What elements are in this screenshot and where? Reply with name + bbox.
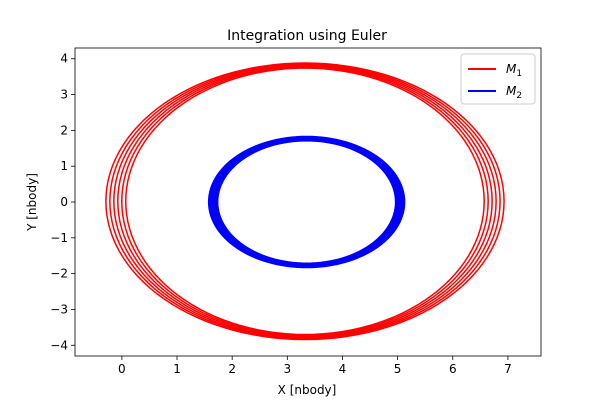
x-tick-label: 0 [118, 362, 126, 376]
y-tick-label: 2 [60, 123, 68, 137]
legend-label-1: M1 [506, 62, 522, 79]
x-tick-label: 4 [339, 362, 347, 376]
x-tick-label: 2 [228, 362, 236, 376]
x-axis-ticks: 0 1 2 3 4 5 6 7 [118, 356, 512, 376]
series-2-orbit-loop [207, 135, 406, 269]
y-tick-label: −1 [50, 231, 68, 245]
x-tick-label: 3 [283, 362, 291, 376]
series-layer [105, 62, 505, 341]
y-tick-label: −4 [50, 338, 68, 352]
chart-title: Integration using Euler [227, 28, 387, 44]
series-1-orbit-loop [109, 63, 501, 340]
series-2-group [207, 135, 406, 269]
legend-label-subscript: 2 [516, 91, 522, 101]
x-tick-label: 6 [449, 362, 457, 376]
x-tick-label: 1 [173, 362, 181, 376]
y-tick-label: −2 [50, 267, 68, 281]
legend-label-subscript: 1 [516, 69, 522, 79]
y-axis-label: Y [nbody] [25, 173, 39, 232]
x-tick-label: 5 [394, 362, 402, 376]
x-tick-label: 7 [504, 362, 512, 376]
y-tick-label: −3 [50, 302, 68, 316]
y-axis-ticks: −4 −3 −2 −1 0 1 2 3 4 [50, 52, 75, 352]
series-1-orbit-loop [117, 65, 493, 338]
legend-frame [460, 53, 536, 105]
series-1-group [105, 62, 505, 341]
y-tick-label: 4 [60, 52, 68, 66]
legend-label-2: M2 [506, 84, 522, 101]
legend-label-main: M [506, 62, 517, 76]
series-1-orbit-loop [105, 62, 505, 341]
legend-label-main: M [506, 84, 517, 98]
series-1-orbit-loop [121, 66, 489, 337]
x-axis-label: X [nbody] [278, 383, 337, 397]
y-tick-label: 0 [60, 195, 68, 209]
series-1-orbit-loop [113, 64, 497, 339]
y-tick-label: 3 [60, 88, 68, 102]
y-tick-label: 1 [60, 159, 68, 173]
series-1-orbit-loop [124, 67, 485, 336]
